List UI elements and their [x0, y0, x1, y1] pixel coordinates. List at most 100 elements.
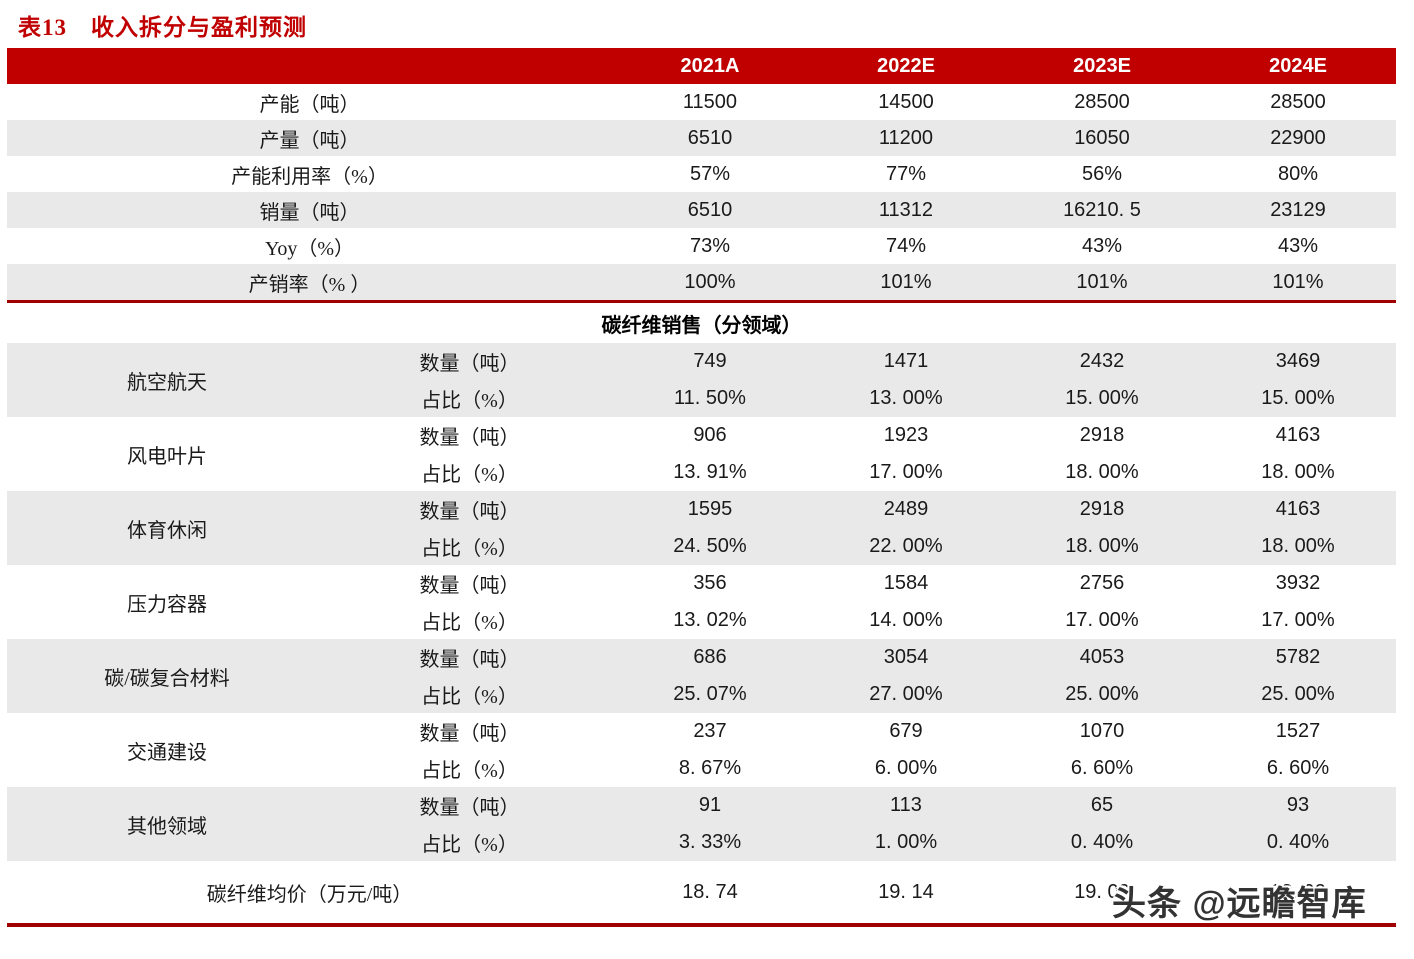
segment-row-share: 占比（%） 3. 33% 1. 00% 0. 40% 0. 40% — [7, 824, 1396, 861]
header-empty-cell — [7, 48, 612, 84]
section-header-row: 碳纤维销售（分领域） — [7, 301, 1396, 343]
segment-row-qty: 压力容器 数量（吨） 356 1584 2756 3932 — [7, 565, 1396, 616]
cell-value: 6510 — [612, 120, 808, 156]
year-header-2022e: 2022E — [808, 48, 1004, 84]
section-title: 碳纤维销售（分领域） — [7, 301, 1396, 343]
table-row-output: 产量（吨） 6510 11200 16050 22900 — [7, 120, 1396, 156]
qty-label: 数量（吨） — [419, 575, 520, 597]
table-title: 表13 收入拆分与盈利预测 — [18, 15, 307, 40]
qty-label: 数量（吨） — [327, 343, 612, 380]
cell-value: 43% — [1277, 234, 1319, 257]
cell-value: 100% — [612, 264, 808, 303]
table-header-row: 2021A 2022E 2023E 2024E — [7, 48, 1396, 84]
table-row-average-price: 碳纤维均价（万元/吨） 18. 74 19. 14 19. 09 18. 92 — [7, 861, 1396, 927]
share-label: 占比（%） — [421, 760, 518, 782]
cell-value: 906 — [693, 424, 727, 446]
cell-value: 65 — [1004, 787, 1200, 824]
cell-value: 24. 50% — [612, 528, 808, 565]
cell-value: 11312 — [808, 192, 1004, 228]
cell-value: 56% — [1081, 162, 1123, 185]
segment-row-qty: 风电叶片 数量（吨） 906 1923 2918 4163 — [7, 417, 1396, 468]
cell-value: 11500 — [682, 90, 738, 113]
cell-value: 4163 — [1275, 424, 1321, 446]
cell-value: 0. 40% — [1004, 824, 1200, 861]
cell-value: 18. 74 — [612, 861, 808, 927]
segment-row-share: 占比（%） 8. 67% 6. 00% 6. 60% 6. 60% — [7, 750, 1396, 787]
cell-value: 18. 00% — [1200, 528, 1396, 565]
cell-value: 17. 00% — [1065, 609, 1139, 631]
cell-value: 13. 91% — [673, 461, 747, 483]
cell-value: 1. 00% — [808, 824, 1004, 861]
cell-value: 15. 00% — [1004, 380, 1200, 417]
segment-name: 体育休闲 — [7, 491, 327, 565]
cell-value: 3469 — [1200, 343, 1396, 380]
cell-value: 101% — [808, 264, 1004, 303]
cell-value: 8. 67% — [678, 757, 742, 779]
cell-value: 0. 40% — [1200, 824, 1396, 861]
cell-value: 11200 — [808, 120, 1004, 156]
cell-value: 18. 92 — [1200, 861, 1396, 927]
qty-label: 数量（吨） — [419, 723, 520, 745]
table-row-yoy: Yoy（%） 73% 74% 43% 43% — [7, 228, 1396, 264]
segment-row-share: 占比（%） 11. 50% 13. 00% 15. 00% 15. 00% — [7, 380, 1396, 417]
year-header-2024e: 2024E — [1200, 48, 1396, 84]
row-label: 销量（吨） — [7, 192, 612, 228]
cell-value: 91 — [612, 787, 808, 824]
cell-value: 3932 — [1275, 572, 1321, 594]
segment-row-share: 占比（%） 13. 91% 17. 00% 18. 00% 18. 00% — [7, 454, 1396, 491]
cell-value: 11. 50% — [612, 380, 808, 417]
cell-value: 2756 — [1079, 572, 1125, 594]
cell-value: 13. 02% — [673, 609, 747, 631]
cell-value: 4163 — [1200, 491, 1396, 528]
cell-value: 2489 — [808, 491, 1004, 528]
cell-value: 1471 — [808, 343, 1004, 380]
cell-value: 113 — [808, 787, 1004, 824]
cell-value: 74% — [885, 234, 927, 257]
cell-value: 28500 — [1074, 90, 1130, 113]
cell-value: 22. 00% — [808, 528, 1004, 565]
cell-value: 749 — [612, 343, 808, 380]
revenue-forecast-table: 2021A 2022E 2023E 2024E 产能（吨） 11500 1450… — [7, 48, 1396, 927]
cell-value: 686 — [612, 639, 808, 676]
cell-value: 25. 00% — [1200, 676, 1396, 713]
cell-value: 19. 09 — [1004, 861, 1200, 927]
segment-name: 压力容器 — [127, 593, 207, 616]
cell-value: 17. 00% — [1261, 609, 1335, 631]
cell-value: 16050 — [1004, 120, 1200, 156]
cell-value: 19. 14 — [808, 861, 1004, 927]
cell-value: 4053 — [1004, 639, 1200, 676]
table-row-sales-volume: 销量（吨） 6510 11312 16210. 5 23129 — [7, 192, 1396, 228]
cell-value: 6. 00% — [874, 757, 938, 779]
cell-value: 101% — [1004, 264, 1200, 303]
year-header-2023e: 2023E — [1004, 48, 1200, 84]
cell-value: 28500 — [1270, 90, 1326, 113]
cell-value: 679 — [889, 720, 923, 742]
cell-value: 15. 00% — [1200, 380, 1396, 417]
segment-name: 其他领域 — [7, 787, 327, 861]
cell-value: 14. 00% — [869, 609, 943, 631]
segment-name: 风电叶片 — [127, 445, 207, 468]
cell-value: 3054 — [808, 639, 1004, 676]
row-label: Yoy（%） — [264, 237, 355, 260]
cell-value: 73% — [689, 234, 731, 257]
table-row-sales-ratio: 产销率（% ） 100% 101% 101% 101% — [7, 264, 1396, 303]
cell-value: 5782 — [1200, 639, 1396, 676]
cell-value: 22900 — [1200, 120, 1396, 156]
cell-value: 25. 00% — [1004, 676, 1200, 713]
share-label: 占比（%） — [421, 612, 518, 634]
cell-value: 18. 00% — [1065, 461, 1139, 483]
cell-value: 16210. 5 — [1004, 192, 1200, 228]
row-label: 碳纤维均价（万元/吨） — [7, 861, 612, 927]
qty-label: 数量（吨） — [327, 787, 612, 824]
share-label: 占比（%） — [327, 676, 612, 713]
segment-row-qty: 碳/碳复合材料 数量（吨） 686 3054 4053 5782 — [7, 639, 1396, 713]
cell-value: 1595 — [612, 491, 808, 528]
share-label: 占比（%） — [327, 528, 612, 565]
cell-value: 43% — [1081, 234, 1123, 257]
cell-value: 1584 — [883, 572, 929, 594]
cell-value: 13. 00% — [808, 380, 1004, 417]
watermark: 头条 @远瞻智库 — [1112, 885, 1367, 923]
table-row-capacity: 产能（吨） 11500 14500 28500 28500 — [7, 84, 1396, 120]
row-label: 产能利用率（%） — [231, 165, 388, 188]
qty-label: 数量（吨） — [327, 491, 612, 528]
